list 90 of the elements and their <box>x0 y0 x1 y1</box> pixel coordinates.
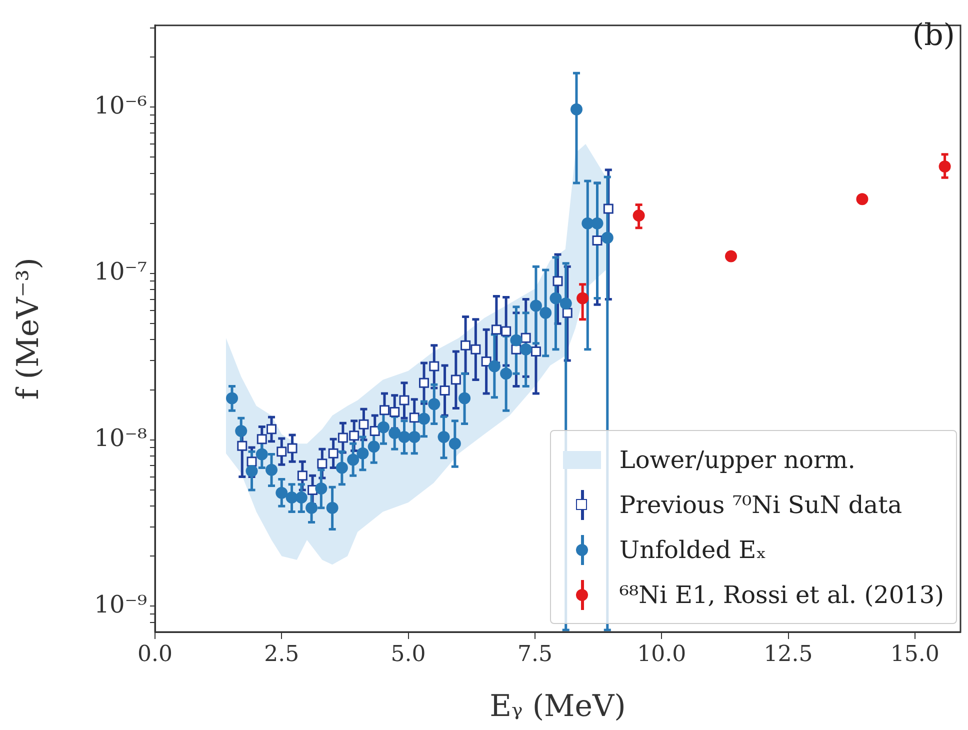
legend-label: Lower/upper norm. <box>619 446 856 474</box>
point <box>358 419 369 430</box>
y-tick-label: 10⁻⁹ <box>94 590 148 618</box>
point <box>440 386 450 396</box>
point <box>266 424 277 434</box>
point <box>429 361 440 372</box>
point <box>450 374 461 385</box>
x-tick-label: 7.5 <box>517 642 552 667</box>
point <box>368 440 380 453</box>
point <box>632 210 645 222</box>
point <box>349 430 360 441</box>
y-tick-label: 10⁻⁸ <box>94 424 147 452</box>
point <box>237 440 248 451</box>
point <box>938 160 951 172</box>
point <box>856 193 868 206</box>
point <box>256 448 268 460</box>
point <box>336 462 348 474</box>
point <box>347 454 360 466</box>
point <box>552 276 563 286</box>
point <box>398 431 410 444</box>
x-tick-label: 2.5 <box>264 642 300 667</box>
legend-label: ⁶⁸Ni E1, Rossi et al. (2013) <box>619 580 944 608</box>
point <box>481 356 492 366</box>
point <box>370 426 380 436</box>
point <box>266 464 278 476</box>
point <box>570 103 582 116</box>
point <box>438 431 450 444</box>
point <box>448 438 461 450</box>
y-axis-title: f (MeV⁻³) <box>10 258 46 400</box>
point <box>380 405 390 416</box>
point <box>725 250 738 262</box>
x-tick-label: 15.0 <box>890 642 940 667</box>
point <box>582 217 594 230</box>
point <box>295 492 308 504</box>
point <box>530 300 542 312</box>
point <box>470 344 481 354</box>
x-tick-label: 5.0 <box>390 642 426 667</box>
point <box>256 434 267 444</box>
point <box>540 306 552 319</box>
point <box>576 292 589 304</box>
point <box>428 398 440 410</box>
point <box>500 368 512 380</box>
x-tick-label: 0.0 <box>138 642 172 667</box>
point <box>315 482 328 495</box>
point <box>603 204 614 214</box>
point <box>306 502 318 514</box>
point <box>419 378 429 388</box>
x-tick-label: 12.5 <box>764 642 813 667</box>
point <box>390 407 400 418</box>
legend-label: Unfolded Eₓ <box>619 536 766 564</box>
point <box>317 458 328 469</box>
x-tick-label: 10.0 <box>637 642 686 667</box>
point <box>377 421 390 434</box>
point <box>591 217 604 230</box>
point <box>520 343 532 356</box>
point <box>287 443 298 454</box>
point <box>550 292 562 304</box>
point <box>510 334 522 346</box>
point <box>388 426 401 439</box>
point <box>458 392 471 404</box>
point <box>399 395 410 406</box>
point <box>297 470 308 481</box>
point <box>592 235 602 246</box>
annotation: (b) <box>912 18 955 53</box>
x-axis-title: Eᵧ (MeV) <box>490 688 626 724</box>
y-tick-label: 10⁻⁶ <box>94 91 147 120</box>
point <box>491 324 502 335</box>
point <box>246 464 258 477</box>
point <box>562 308 572 318</box>
point <box>560 298 572 310</box>
legend-label: Previous ⁷⁰Ni SuN data <box>619 490 902 518</box>
y-tick-label: 10⁻⁷ <box>94 258 147 286</box>
point <box>520 332 531 343</box>
point <box>328 448 338 458</box>
point <box>235 425 248 438</box>
point <box>530 346 541 356</box>
point <box>356 447 369 460</box>
point <box>276 446 287 457</box>
point <box>460 340 471 350</box>
point <box>226 392 238 404</box>
point <box>501 326 512 336</box>
point <box>601 232 614 244</box>
point <box>338 432 348 443</box>
point <box>276 486 288 499</box>
point <box>326 502 338 514</box>
point <box>246 456 257 467</box>
point <box>488 360 500 372</box>
point <box>418 412 430 425</box>
point <box>408 431 420 444</box>
point <box>409 412 420 423</box>
